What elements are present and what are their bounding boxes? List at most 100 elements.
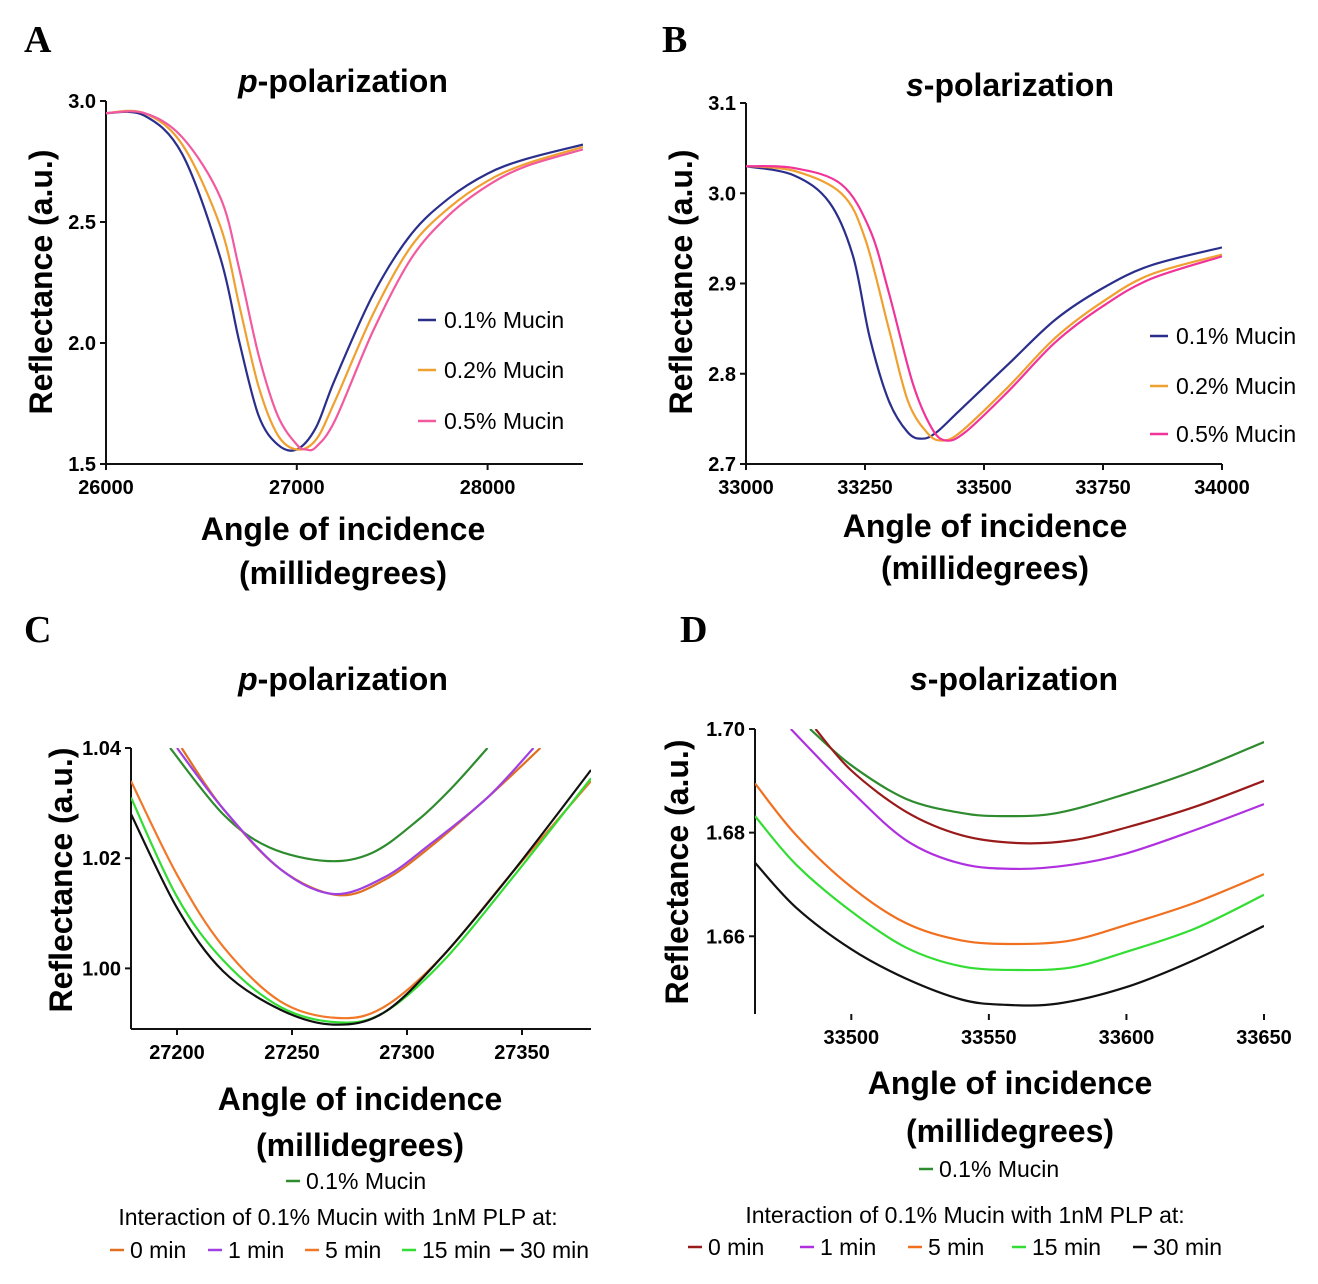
y-tick-label: 2.0 — [68, 333, 96, 355]
y-axis-label: Reflectance (a.u.) — [23, 150, 59, 415]
panel-A: Ap-polarization 1.5 2.0 2.5 3.0 26000 27000 280… — [23, 19, 583, 591]
legend-label: 15 min — [422, 1237, 491, 1263]
y-tick-label: 1.5 — [68, 454, 96, 476]
series-line-15-min — [131, 777, 591, 1024]
panel-letter: B — [662, 19, 687, 61]
y-tick-label: 1.00 — [82, 958, 121, 980]
legend-caption: Interaction of 0.1% Mucin with 1nM PLP a… — [745, 1202, 1184, 1228]
series-line-0-1-mucin — [169, 748, 489, 863]
title-suffix: -polarization — [924, 67, 1114, 103]
legend-label: 1 min — [228, 1237, 284, 1263]
x-tick-label: 33650 — [1236, 1027, 1292, 1049]
x-tick-label: 28000 — [460, 477, 516, 499]
y-tick-label: 3.0 — [68, 91, 96, 113]
x-axis-label-line1: Angle of incidence — [201, 511, 485, 547]
legend-label: 0.1% Mucin — [939, 1156, 1059, 1182]
title-prefix: p — [237, 63, 258, 99]
panel-letter: A — [24, 19, 52, 61]
title-suffix: -polarization — [928, 661, 1118, 697]
panel-letter: C — [24, 609, 51, 651]
y-tick-label: 1.66 — [706, 926, 745, 948]
series-line-1-min — [176, 748, 535, 896]
panel-title: p-polarization — [237, 63, 448, 99]
x-tick-label: 33550 — [961, 1027, 1017, 1049]
y-tick-label: 2.9 — [708, 274, 736, 296]
x-tick-label: 33250 — [837, 477, 893, 499]
legend-label: 0.5% Mucin — [444, 408, 564, 434]
x-tick-label: 33500 — [823, 1027, 879, 1049]
x-axis-label-line1: Angle of incidence — [218, 1081, 502, 1117]
title-prefix: p — [237, 661, 258, 697]
title-suffix: -polarization — [258, 63, 448, 99]
legend-label: 0.1% Mucin — [1176, 323, 1296, 349]
series-line-0-min — [814, 729, 1264, 845]
y-tick-label: 1.02 — [82, 848, 121, 870]
series-line-0-1-mucin — [106, 110, 583, 452]
x-tick-label: 27350 — [494, 1042, 550, 1064]
series-line-0-2-mucin — [746, 165, 1222, 442]
legend-label: 0 min — [130, 1237, 186, 1263]
legend-label: 0 min — [708, 1234, 764, 1260]
panel-B: Bs-polarization 2.7 2.8 2.9 3.0 3.1 33000 33250… — [662, 19, 1296, 586]
legend-label: 5 min — [928, 1234, 984, 1260]
legend-label: 0.1% Mucin — [306, 1168, 426, 1194]
x-tick-label: 33000 — [718, 477, 774, 499]
x-tick-label: 27200 — [149, 1042, 205, 1064]
x-tick-label: 34000 — [1194, 477, 1250, 499]
legend-label: 1 min — [820, 1234, 876, 1260]
x-axis-label-line1: Angle of incidence — [868, 1065, 1152, 1101]
y-tick-label: 2.5 — [68, 212, 96, 234]
title-prefix: s — [906, 67, 924, 103]
y-tick-label: 2.7 — [708, 454, 736, 476]
legend-caption: Interaction of 0.1% Mucin with 1nM PLP a… — [118, 1204, 557, 1230]
legend-label: 5 min — [325, 1237, 381, 1263]
legend-label: 0.2% Mucin — [1176, 373, 1296, 399]
x-axis-label-line2: (millidegrees) — [239, 555, 447, 591]
panel-title: s-polarization — [906, 67, 1114, 103]
legend-label: 15 min — [1032, 1234, 1101, 1260]
y-axis-label: Reflectance (a.u.) — [663, 150, 699, 415]
x-tick-label: 27000 — [269, 477, 325, 499]
y-tick-label: 1.70 — [706, 719, 745, 741]
series-line-5-min — [755, 782, 1264, 946]
title-prefix: s — [910, 661, 928, 697]
legend-label: 0.5% Mucin — [1176, 421, 1296, 447]
legend-label: 0.2% Mucin — [444, 357, 564, 383]
y-tick-label: 3.0 — [708, 183, 736, 205]
series-line-5-min — [131, 780, 591, 1020]
y-tick-label: 2.8 — [708, 364, 736, 386]
series-line-30-min — [131, 769, 591, 1026]
x-tick-label: 26000 — [78, 477, 134, 499]
series-line-0-5-mucin — [746, 164, 1222, 442]
legend-label: 30 min — [520, 1237, 589, 1263]
series-line-30-min — [755, 861, 1264, 1007]
y-tick-label: 1.04 — [82, 738, 122, 760]
x-axis-label-line2: (millidegrees) — [906, 1113, 1114, 1149]
series-line-0-5-mucin — [106, 110, 583, 452]
x-axis-label-line2: (millidegrees) — [256, 1127, 464, 1163]
x-tick-label: 33600 — [1099, 1027, 1155, 1049]
y-tick-label: 1.68 — [706, 823, 745, 845]
series-line-1-min — [790, 729, 1264, 871]
panel-C: Cp-polarization 1.00 1.02 1.04 27200 27250 273… — [24, 609, 591, 1263]
x-axis-label-line1: Angle of incidence — [843, 508, 1127, 544]
x-tick-label: 33750 — [1075, 477, 1131, 499]
series-line-0-1-mucin — [746, 165, 1222, 440]
panel-D: Ds-polarization 1.66 1.68 1.70 33500 33550 336… — [659, 609, 1292, 1260]
x-tick-label: 33500 — [956, 477, 1012, 499]
y-axis-label: Reflectance (a.u.) — [659, 740, 695, 1005]
legend-label: 30 min — [1153, 1234, 1222, 1260]
x-tick-label: 27300 — [379, 1042, 435, 1064]
y-tick-label: 3.1 — [708, 93, 736, 115]
panel-title: s-polarization — [910, 661, 1118, 697]
panel-letter: D — [680, 609, 707, 651]
title-suffix: -polarization — [258, 661, 448, 697]
series-line-15-min — [755, 815, 1264, 972]
x-axis-label-line2: (millidegrees) — [881, 550, 1089, 586]
panel-title: p-polarization — [237, 661, 448, 697]
series-line-0-1-mucin — [809, 729, 1264, 818]
y-axis-label: Reflectance (a.u.) — [43, 748, 79, 1013]
legend-label: 0.1% Mucin — [444, 307, 564, 333]
x-tick-label: 27250 — [264, 1042, 320, 1064]
